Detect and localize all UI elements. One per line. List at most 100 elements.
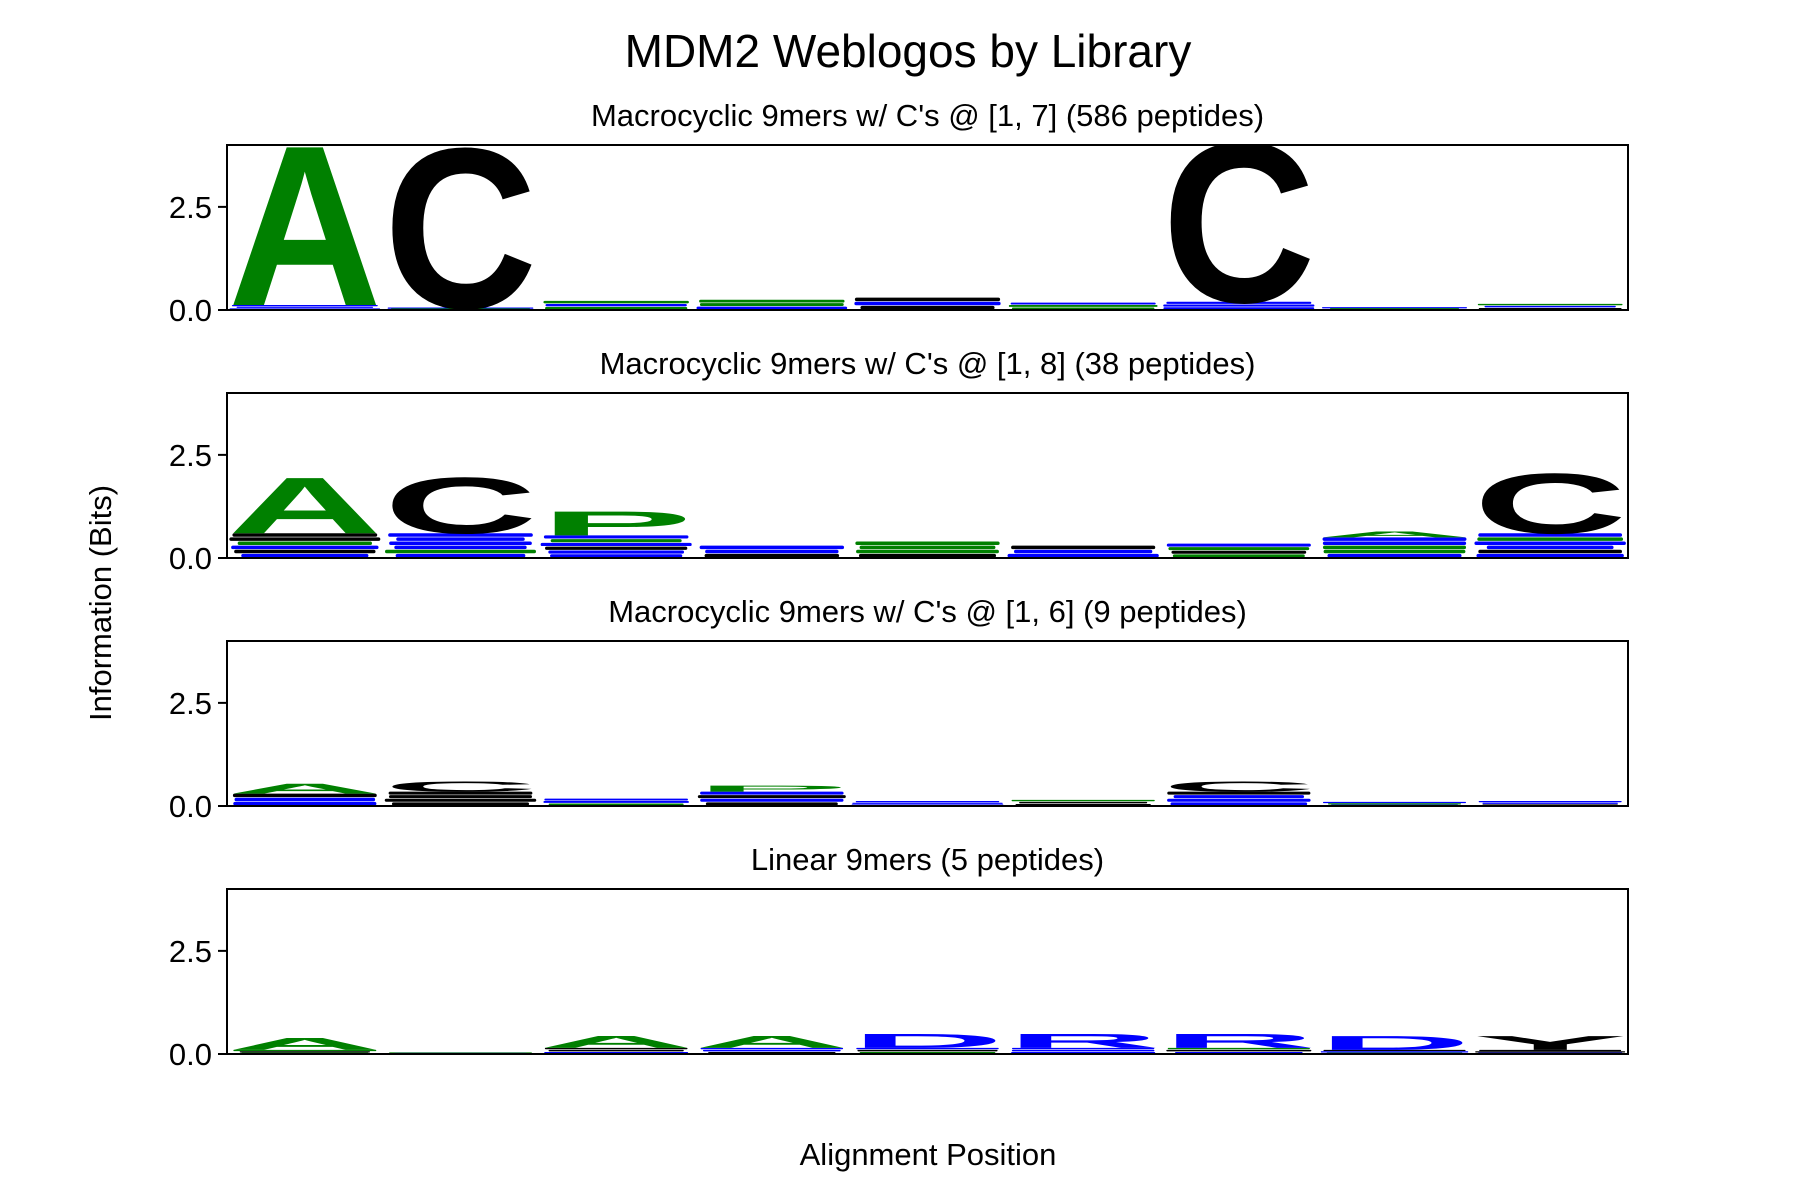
logo-stack-band bbox=[396, 537, 525, 541]
y-axis-label: Information (Bits) bbox=[83, 485, 118, 721]
logo-column-4 bbox=[696, 299, 848, 310]
logo-letter-A: A bbox=[228, 461, 382, 551]
logo-panel-3: Macrocyclic 9mers w/ C's @ [1, 6] (9 pep… bbox=[169, 594, 1629, 824]
logo-stack-band bbox=[1484, 305, 1616, 308]
logo-column-1: A bbox=[228, 1034, 382, 1054]
logo-stack-band bbox=[703, 1049, 841, 1052]
logo-stack-band bbox=[1478, 533, 1623, 537]
logo-letter-A: A bbox=[228, 1034, 382, 1053]
logo-stack-band bbox=[1327, 553, 1462, 558]
logo-stack-band bbox=[699, 545, 845, 550]
logo-stack-band bbox=[860, 305, 995, 310]
logo-stack-band bbox=[389, 541, 532, 546]
logo-stack-band bbox=[699, 299, 845, 303]
logo-stack-band bbox=[1011, 1049, 1155, 1052]
y-tick-label: 2.5 bbox=[169, 190, 212, 225]
logo-stack-band bbox=[543, 300, 689, 304]
logo-stack-band bbox=[1013, 549, 1153, 554]
logo-stack-band bbox=[544, 798, 688, 801]
logo-stack-band bbox=[241, 553, 369, 558]
logo-stack-band bbox=[699, 303, 844, 306]
logo-stack-band bbox=[1477, 303, 1623, 306]
logo-panel-2: Macrocyclic 9mers w/ C's @ [1, 8] (38 pe… bbox=[169, 346, 1629, 576]
logo-stack-band bbox=[1322, 541, 1467, 546]
logo-letter-C: C bbox=[384, 461, 538, 551]
logo-stack-band bbox=[1163, 307, 1315, 310]
logo-stack-band bbox=[1322, 307, 1467, 309]
logo-stack-band bbox=[1008, 305, 1158, 307]
logo-stack-band bbox=[548, 803, 684, 806]
logo-stack-band bbox=[232, 793, 377, 798]
logo-letter-D: D bbox=[1318, 1032, 1472, 1054]
logo-stack-band bbox=[545, 546, 688, 550]
logo-column-8: D bbox=[1318, 1032, 1472, 1054]
logo-stack-band bbox=[705, 802, 838, 806]
logo-stack-band bbox=[545, 306, 688, 310]
logo-stack-band bbox=[550, 539, 682, 543]
logo-stack-band bbox=[1007, 553, 1159, 558]
panel-title: Macrocyclic 9mers w/ C's @ [1, 7] (586 p… bbox=[591, 98, 1264, 133]
logo-stack-band bbox=[1173, 795, 1305, 799]
logo-column-9: C bbox=[1473, 456, 1627, 558]
logo-stack-band bbox=[1323, 801, 1466, 804]
logo-stack-band bbox=[1012, 1047, 1155, 1050]
logo-column-2: C bbox=[384, 779, 538, 806]
logo-letter-C: C bbox=[384, 779, 538, 795]
logo-column-9: Y bbox=[1473, 1032, 1627, 1054]
x-axis-label: Alignment Position bbox=[800, 1137, 1057, 1172]
logo-stack-band bbox=[543, 535, 689, 539]
logo-stack-band bbox=[394, 545, 527, 550]
logo-stack-band bbox=[550, 554, 683, 558]
logo-stack-band bbox=[1168, 547, 1310, 551]
logo-stack-band bbox=[1322, 545, 1467, 550]
logo-stack-band bbox=[1163, 304, 1315, 307]
logo-panels: Macrocyclic 9mers w/ C's @ [1, 7] (586 p… bbox=[169, 94, 1629, 1072]
panel-frame bbox=[226, 392, 1629, 559]
logo-stack-band bbox=[1166, 543, 1311, 547]
logo-stack-band bbox=[1474, 541, 1626, 546]
panel-frame bbox=[226, 640, 1629, 807]
logo-stack-band bbox=[548, 1049, 684, 1052]
logo-stack-band bbox=[852, 802, 1003, 804]
logo-stack-band bbox=[231, 305, 378, 307]
y-tick-label: 0.0 bbox=[169, 1037, 212, 1072]
y-tick-label: 2.5 bbox=[169, 686, 212, 721]
logo-column-3: P bbox=[539, 504, 693, 558]
logo-letter-P: P bbox=[539, 504, 693, 542]
panel-title: Macrocyclic 9mers w/ C's @ [1, 8] (38 pe… bbox=[600, 346, 1256, 381]
logo-stack-band bbox=[1323, 1049, 1466, 1052]
logo-letter-C: C bbox=[1473, 456, 1627, 552]
logo-stack-band bbox=[700, 791, 844, 795]
logo-stack-band bbox=[1320, 1051, 1469, 1053]
logo-stack-band bbox=[705, 549, 839, 554]
logo-letter-A: A bbox=[539, 1032, 693, 1051]
logo-stack-band bbox=[233, 801, 377, 806]
panel-title: Macrocyclic 9mers w/ C's @ [1, 6] (9 pep… bbox=[608, 594, 1247, 629]
figure-title: MDM2 Weblogos by Library bbox=[625, 25, 1192, 77]
logo-stack-band bbox=[1011, 545, 1156, 550]
logo-column-5: D bbox=[851, 1030, 1005, 1054]
logo-column-7: C bbox=[1162, 94, 1316, 350]
logo-column-6: R bbox=[1006, 1030, 1160, 1054]
logo-letter-C: C bbox=[1162, 94, 1316, 350]
logo-stack-band bbox=[232, 533, 378, 537]
logo-stack-band bbox=[1011, 307, 1155, 310]
logo-stack-band bbox=[697, 795, 846, 799]
logo-stack-band bbox=[237, 541, 372, 546]
logo-stack-band bbox=[856, 549, 999, 554]
logo-stack-band bbox=[1475, 1051, 1626, 1053]
logo-stack-band bbox=[234, 549, 376, 554]
logo-stack-band bbox=[1322, 537, 1467, 541]
logo-stack-band bbox=[700, 1047, 844, 1050]
logo-letter-D: D bbox=[851, 1030, 1005, 1052]
logo-stack-band bbox=[1167, 1047, 1310, 1050]
logo-stack-band bbox=[1476, 553, 1624, 558]
logo-stack-band bbox=[1171, 550, 1307, 554]
logo-column-1: A bbox=[228, 461, 382, 558]
logo-column-3 bbox=[543, 798, 689, 806]
logo-stack-band bbox=[388, 795, 533, 799]
